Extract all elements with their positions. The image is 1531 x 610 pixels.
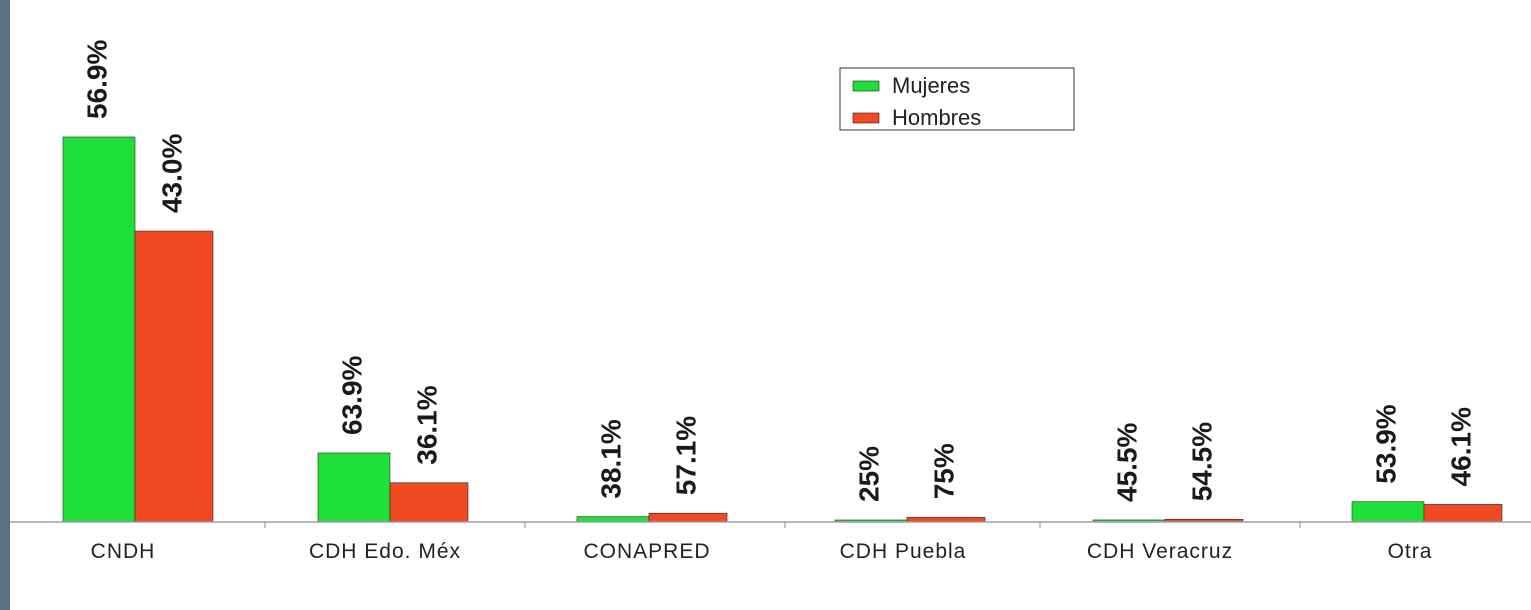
data-label-hombres-cdh-veracruz: 54.5% (1186, 422, 1217, 501)
data-label-mujeres-otra: 53.9% (1370, 404, 1401, 483)
legend-swatch-hombres (852, 112, 880, 124)
bar-mujeres-conapred (576, 516, 650, 523)
data-label-hombres-cndh: 43.0% (156, 134, 187, 213)
data-label-mujeres-cdh-veracruz: 45.5% (1111, 422, 1142, 501)
category-label-conapred: CONAPRED (583, 540, 710, 563)
data-label-mujeres-cdh-puebla: 25% (853, 446, 884, 502)
data-label-mujeres-conapred: 38.1% (595, 419, 626, 498)
bar-hombres-otra (1423, 504, 1503, 523)
legend: Mujeres Hombres (839, 67, 1075, 131)
category-label-cdh-veracruz: CDH Veracruz (1087, 540, 1233, 563)
bar-hombres-cdh-edo-mex (389, 482, 469, 523)
data-label-hombres-otra: 46.1% (1445, 407, 1476, 486)
data-label-hombres-cdh-puebla: 75% (928, 443, 959, 499)
x-axis-ticks (264, 522, 1301, 528)
category-label-cdh-edo-mex: CDH Edo. Méx (309, 540, 461, 563)
data-labels: 56.9% 43.0% 63.9% 36.1% 38.1% 57.1% 25% 75% 45.5… (81, 40, 1476, 502)
bars-layer (62, 136, 1503, 523)
data-label-hombres-cdh-edo-mex: 36.1% (411, 385, 442, 464)
window-left-edge (0, 0, 10, 610)
legend-swatch-mujeres (852, 80, 880, 92)
data-label-mujeres-cndh: 56.9% (81, 40, 112, 119)
bar-mujeres-cdh-edo-mex (317, 452, 391, 523)
category-labels: CNDH CDH Edo. Méx CONAPRED CDH Puebla CDH Ve… (91, 540, 1433, 563)
bar-mujeres-otra (1351, 501, 1425, 523)
data-label-hombres-conapred: 57.1% (670, 416, 701, 495)
category-label-cndh: CNDH (91, 540, 156, 563)
category-label-otra: Otra (1388, 540, 1433, 563)
legend-label-hombres: Hombres (892, 105, 981, 130)
data-label-mujeres-cdh-edo-mex: 63.9% (336, 355, 367, 434)
bar-hombres-conapred (648, 512, 728, 523)
category-label-cdh-puebla: CDH Puebla (840, 540, 967, 563)
bar-mujeres-cndh (62, 136, 136, 523)
bar-hombres-cndh (134, 230, 214, 523)
legend-label-mujeres: Mujeres (892, 73, 970, 98)
